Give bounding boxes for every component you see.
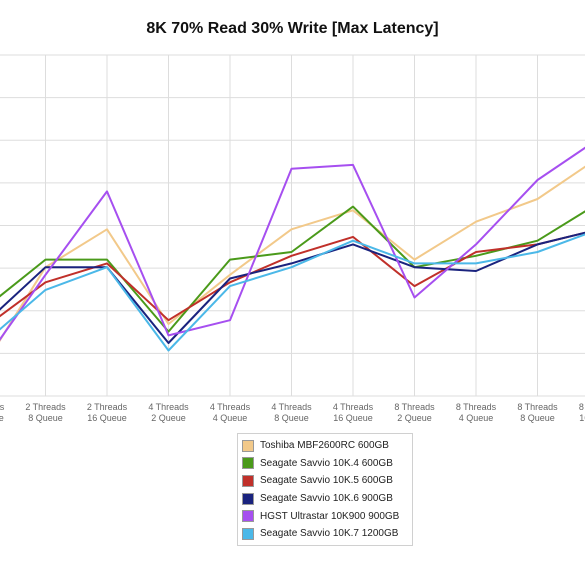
- x-tick-label: 2 Threads 16 Queue: [87, 402, 128, 423]
- legend-swatch: [242, 474, 254, 487]
- x-tick-label: 4 Threads 2 Queue: [148, 402, 189, 423]
- x-tick-label: 8 Threads 2 Queue: [394, 402, 435, 423]
- legend: Toshiba MBF2600RC 600GB Seagate Savvio 10…: [237, 433, 413, 546]
- legend-swatch: [242, 439, 254, 452]
- grid: [0, 54, 585, 397]
- legend-label: Seagate Savvio 10K.4 600GB: [260, 457, 393, 469]
- series-line: [0, 165, 585, 342]
- legend-item: Seagate Savvio 10K.6 900GB: [242, 490, 408, 508]
- series-line: [0, 233, 585, 352]
- legend-label: Seagate Savvio 10K.6 900GB: [260, 493, 393, 505]
- series-lines: [0, 146, 585, 352]
- legend-swatch: [242, 492, 254, 505]
- x-tick-label: 8 Threads 4 Queue: [456, 402, 497, 423]
- legend-label: Toshiba MBF2600RC 600GB: [260, 440, 389, 452]
- legend-swatch: [242, 457, 254, 470]
- x-tick-label: 2 Threads 8 Queue: [25, 402, 66, 423]
- legend-label: Seagate Savvio 10K.7 1200GB: [260, 528, 399, 540]
- chart-title: 8K 70% Read 30% Write [Max Latency]: [146, 20, 439, 37]
- legend-item: Seagate Savvio 10K.4 600GB: [242, 455, 408, 473]
- x-tick-label: 4 Threads 4 Queue: [210, 402, 251, 423]
- series-line: [0, 146, 585, 341]
- legend-item: Seagate Savvio 10K.5 600GB: [242, 472, 408, 490]
- series-line: [0, 231, 585, 322]
- legend-swatch: [242, 510, 254, 523]
- series-line: [0, 231, 585, 344]
- legend-item: Seagate Savvio 10K.7 1200GB: [242, 525, 408, 543]
- legend-label: HGST Ultrastar 10K900 900GB: [260, 510, 400, 522]
- x-tick-label: 4 Threads 16 Queue: [333, 402, 374, 423]
- legend-item: Toshiba MBF2600RC 600GB: [242, 437, 408, 455]
- legend-item: HGST Ultrastar 10K900 900GB: [242, 507, 408, 525]
- legend-label: Seagate Savvio 10K.5 600GB: [260, 475, 393, 487]
- x-tick-label: 8 Threads 8 Queue: [517, 402, 558, 423]
- x-tick-label: 4 Threads 8 Queue: [271, 402, 312, 423]
- legend-swatch: [242, 527, 254, 540]
- series-line: [0, 205, 585, 333]
